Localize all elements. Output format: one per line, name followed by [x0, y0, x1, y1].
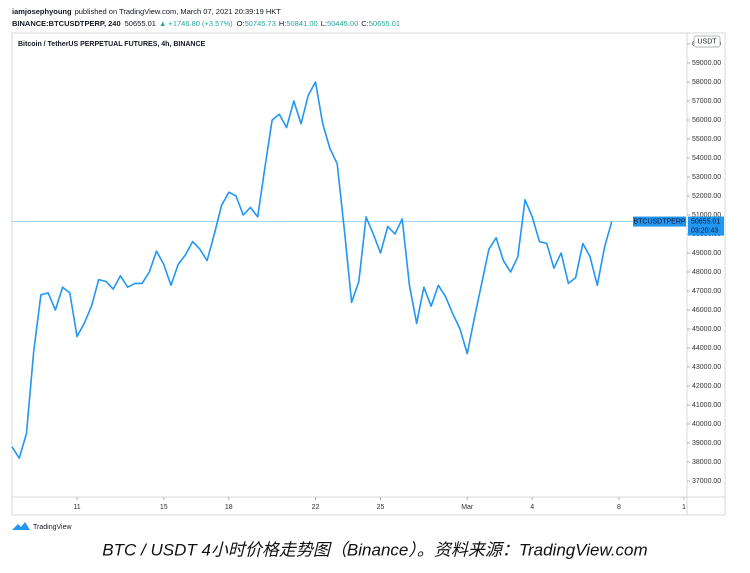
series-label-box [633, 216, 686, 227]
chart-title: Bitcoin / TetherUS PERPETUAL FUTURES, 4h… [18, 41, 206, 48]
y-tick-label: 37000.00 [692, 478, 721, 485]
price: 50655.01 [125, 19, 156, 28]
price-label: 50655.01 [691, 218, 720, 225]
y-tick-label: 38000.00 [692, 459, 721, 466]
x-tick-label: 25 [377, 504, 385, 511]
series-label: BTCUSDTPERP [633, 218, 685, 225]
y-tick-label: 46000.00 [692, 307, 721, 314]
brand-logo [12, 522, 30, 530]
ohlc-key: H: [279, 19, 287, 28]
x-tick-label: 18 [225, 504, 233, 511]
y-tick-label: 54000.00 [692, 155, 721, 162]
brand: TradingView [12, 522, 72, 531]
chart-frame [11, 32, 726, 516]
unit-label: USDT [697, 38, 717, 45]
x-tick-label: 15 [160, 504, 168, 511]
publish-line: iamjosephyoung published on TradingView.c… [12, 7, 281, 16]
y-tick-label: 56000.00 [692, 117, 721, 124]
countdown: 03:20:43 [691, 227, 718, 234]
y-tick-label: 47000.00 [692, 288, 721, 295]
y-tick-label: 49000.00 [692, 250, 721, 257]
unit-box [693, 35, 721, 48]
y-tick-label: 43000.00 [692, 364, 721, 371]
ohlc-value: 50841.00 [286, 19, 317, 28]
ohlc-value: 50655.01 [369, 19, 400, 28]
x-tick-label: Mar [461, 504, 474, 511]
y-tick-label: 55000.00 [692, 136, 721, 143]
ohlc-value: 50445.00 [327, 19, 358, 28]
y-tick-label: 42000.00 [692, 383, 721, 390]
y-tick-label: 52000.00 [692, 193, 721, 200]
x-tick-label: 11 [73, 504, 80, 511]
y-tick-label: 58000.00 [692, 79, 721, 86]
author: iamjosephyoung [12, 7, 72, 16]
ohlc-key: C: [361, 19, 369, 28]
brand-name: TradingView [33, 524, 72, 531]
symbol: BINANCE:BTCUSDTPERP, 240 [12, 19, 121, 28]
y-tick-label: 53000.00 [692, 174, 721, 181]
y-tick-label: 51000.00 [692, 212, 721, 219]
y-tick-label: 39000.00 [692, 440, 721, 447]
y-tick-label: 48000.00 [692, 269, 721, 276]
x-tick-label: 4 [530, 504, 534, 511]
y-tick-label: 45000.00 [692, 326, 721, 333]
y-tick-label: 59000.00 [692, 60, 721, 67]
y-tick-label: 41000.00 [692, 402, 721, 409]
ohlc-key: L: [321, 19, 327, 28]
y-tick-label: 44000.00 [692, 345, 721, 352]
price-label-box [688, 216, 724, 236]
y-tick-label: 40000.00 [692, 421, 721, 428]
published: published on TradingView.com, March 07, … [75, 7, 282, 16]
x-tick-label: 8 [617, 504, 621, 511]
ohlc-value: 50745.73 [245, 19, 276, 28]
ohlc-key: O: [237, 19, 245, 28]
price-line [11, 81, 613, 459]
x-tick-label: 22 [312, 504, 320, 511]
symbol-line: BINANCE:BTCUSDTPERP, 240 50655.01 ▲ +1746.… [12, 19, 400, 28]
plot: 37000.00 38000.00 39000.00 40000.00 41000.00… [11, 41, 721, 511]
change: ▲ +1746.80 (+3.57%) [159, 19, 233, 28]
x-tick-label: 1 [682, 504, 686, 511]
overlay: BTCUSDTPERP 50655.01 03:20:43 USDT [633, 35, 724, 236]
y-tick-label: 57000.00 [692, 98, 721, 105]
caption: BTC / USDT 4小时价格走势图（Binance）。资料来源：Tradin… [102, 540, 647, 559]
